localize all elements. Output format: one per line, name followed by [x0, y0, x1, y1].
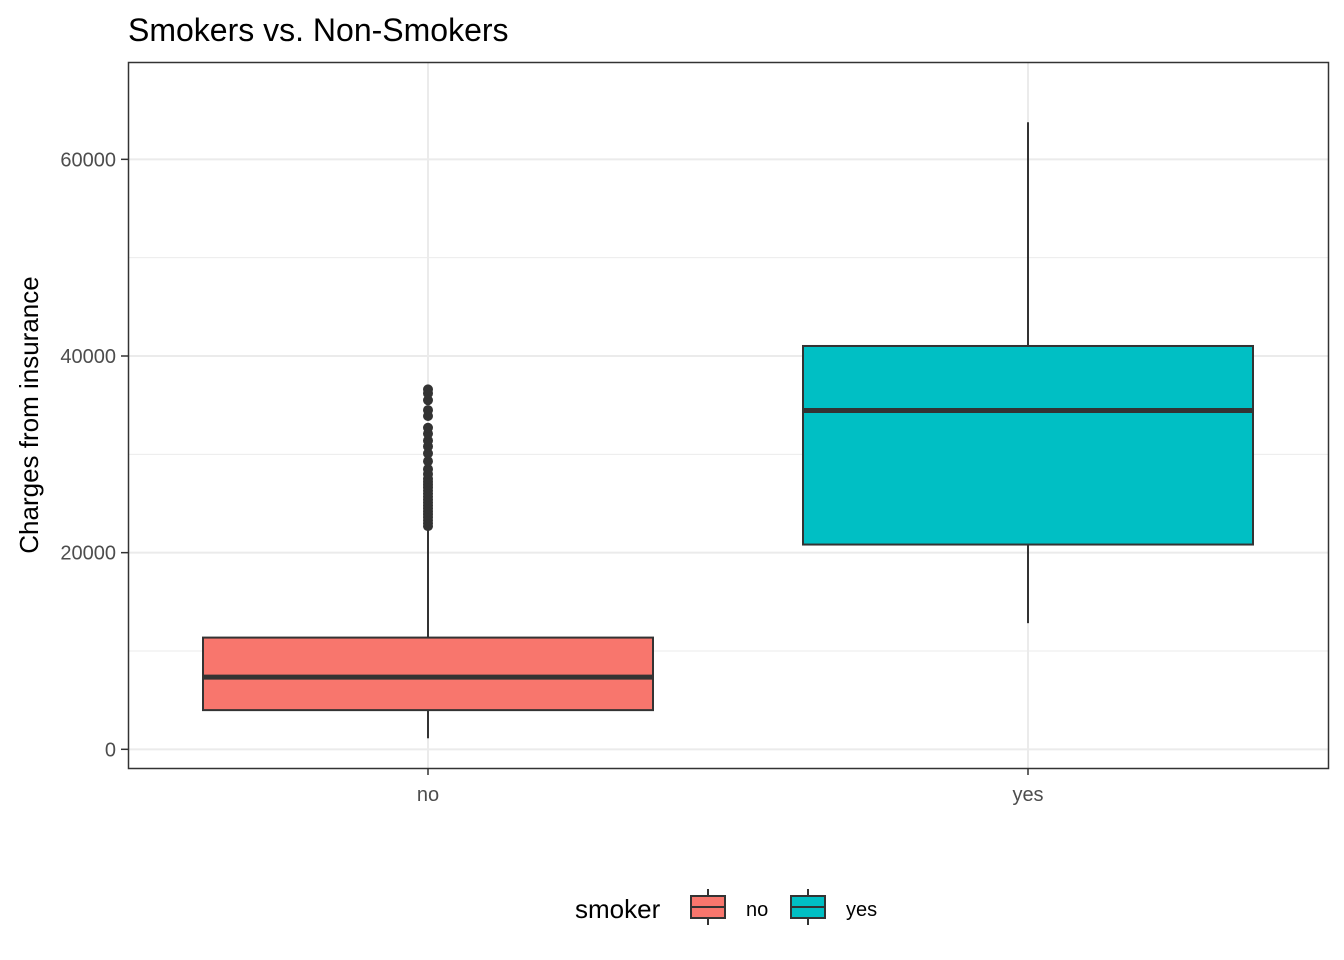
legend-key-yes	[790, 889, 826, 925]
box-series	[202, 122, 1254, 739]
outlier-point	[423, 384, 433, 395]
legend: smoker no yes	[575, 889, 877, 925]
outlier-point	[423, 456, 433, 467]
legend-label-no: no	[746, 899, 768, 921]
y-axis: 0 20000 40000 60000	[60, 149, 128, 761]
outlier-point	[423, 395, 433, 406]
plot-panel-border	[127, 61, 1330, 770]
box-yes	[802, 122, 1254, 624]
outlier-point	[423, 435, 433, 446]
outlier-point	[423, 405, 433, 416]
box-iqr	[202, 636, 654, 712]
x-tick-label: yes	[1012, 784, 1043, 806]
legend-key-no	[690, 889, 726, 925]
y-tick-label: 0	[105, 739, 116, 761]
box-iqr	[802, 344, 1254, 546]
legend-title: smoker	[575, 894, 661, 924]
y-tick-label: 60000	[60, 149, 116, 171]
x-axis: no yes	[417, 768, 1044, 806]
box-no	[202, 384, 654, 739]
x-tick-label: no	[417, 784, 439, 806]
y-axis-title: Charges from insurance	[14, 276, 44, 553]
chart-title: Smokers vs. Non-Smokers	[128, 12, 509, 48]
outlier-point	[423, 448, 433, 459]
outlier-point	[423, 422, 433, 433]
outlier-point	[423, 464, 433, 475]
y-tick-label: 20000	[60, 543, 116, 565]
y-tick-label: 40000	[60, 346, 116, 368]
legend-label-yes: yes	[846, 899, 877, 921]
